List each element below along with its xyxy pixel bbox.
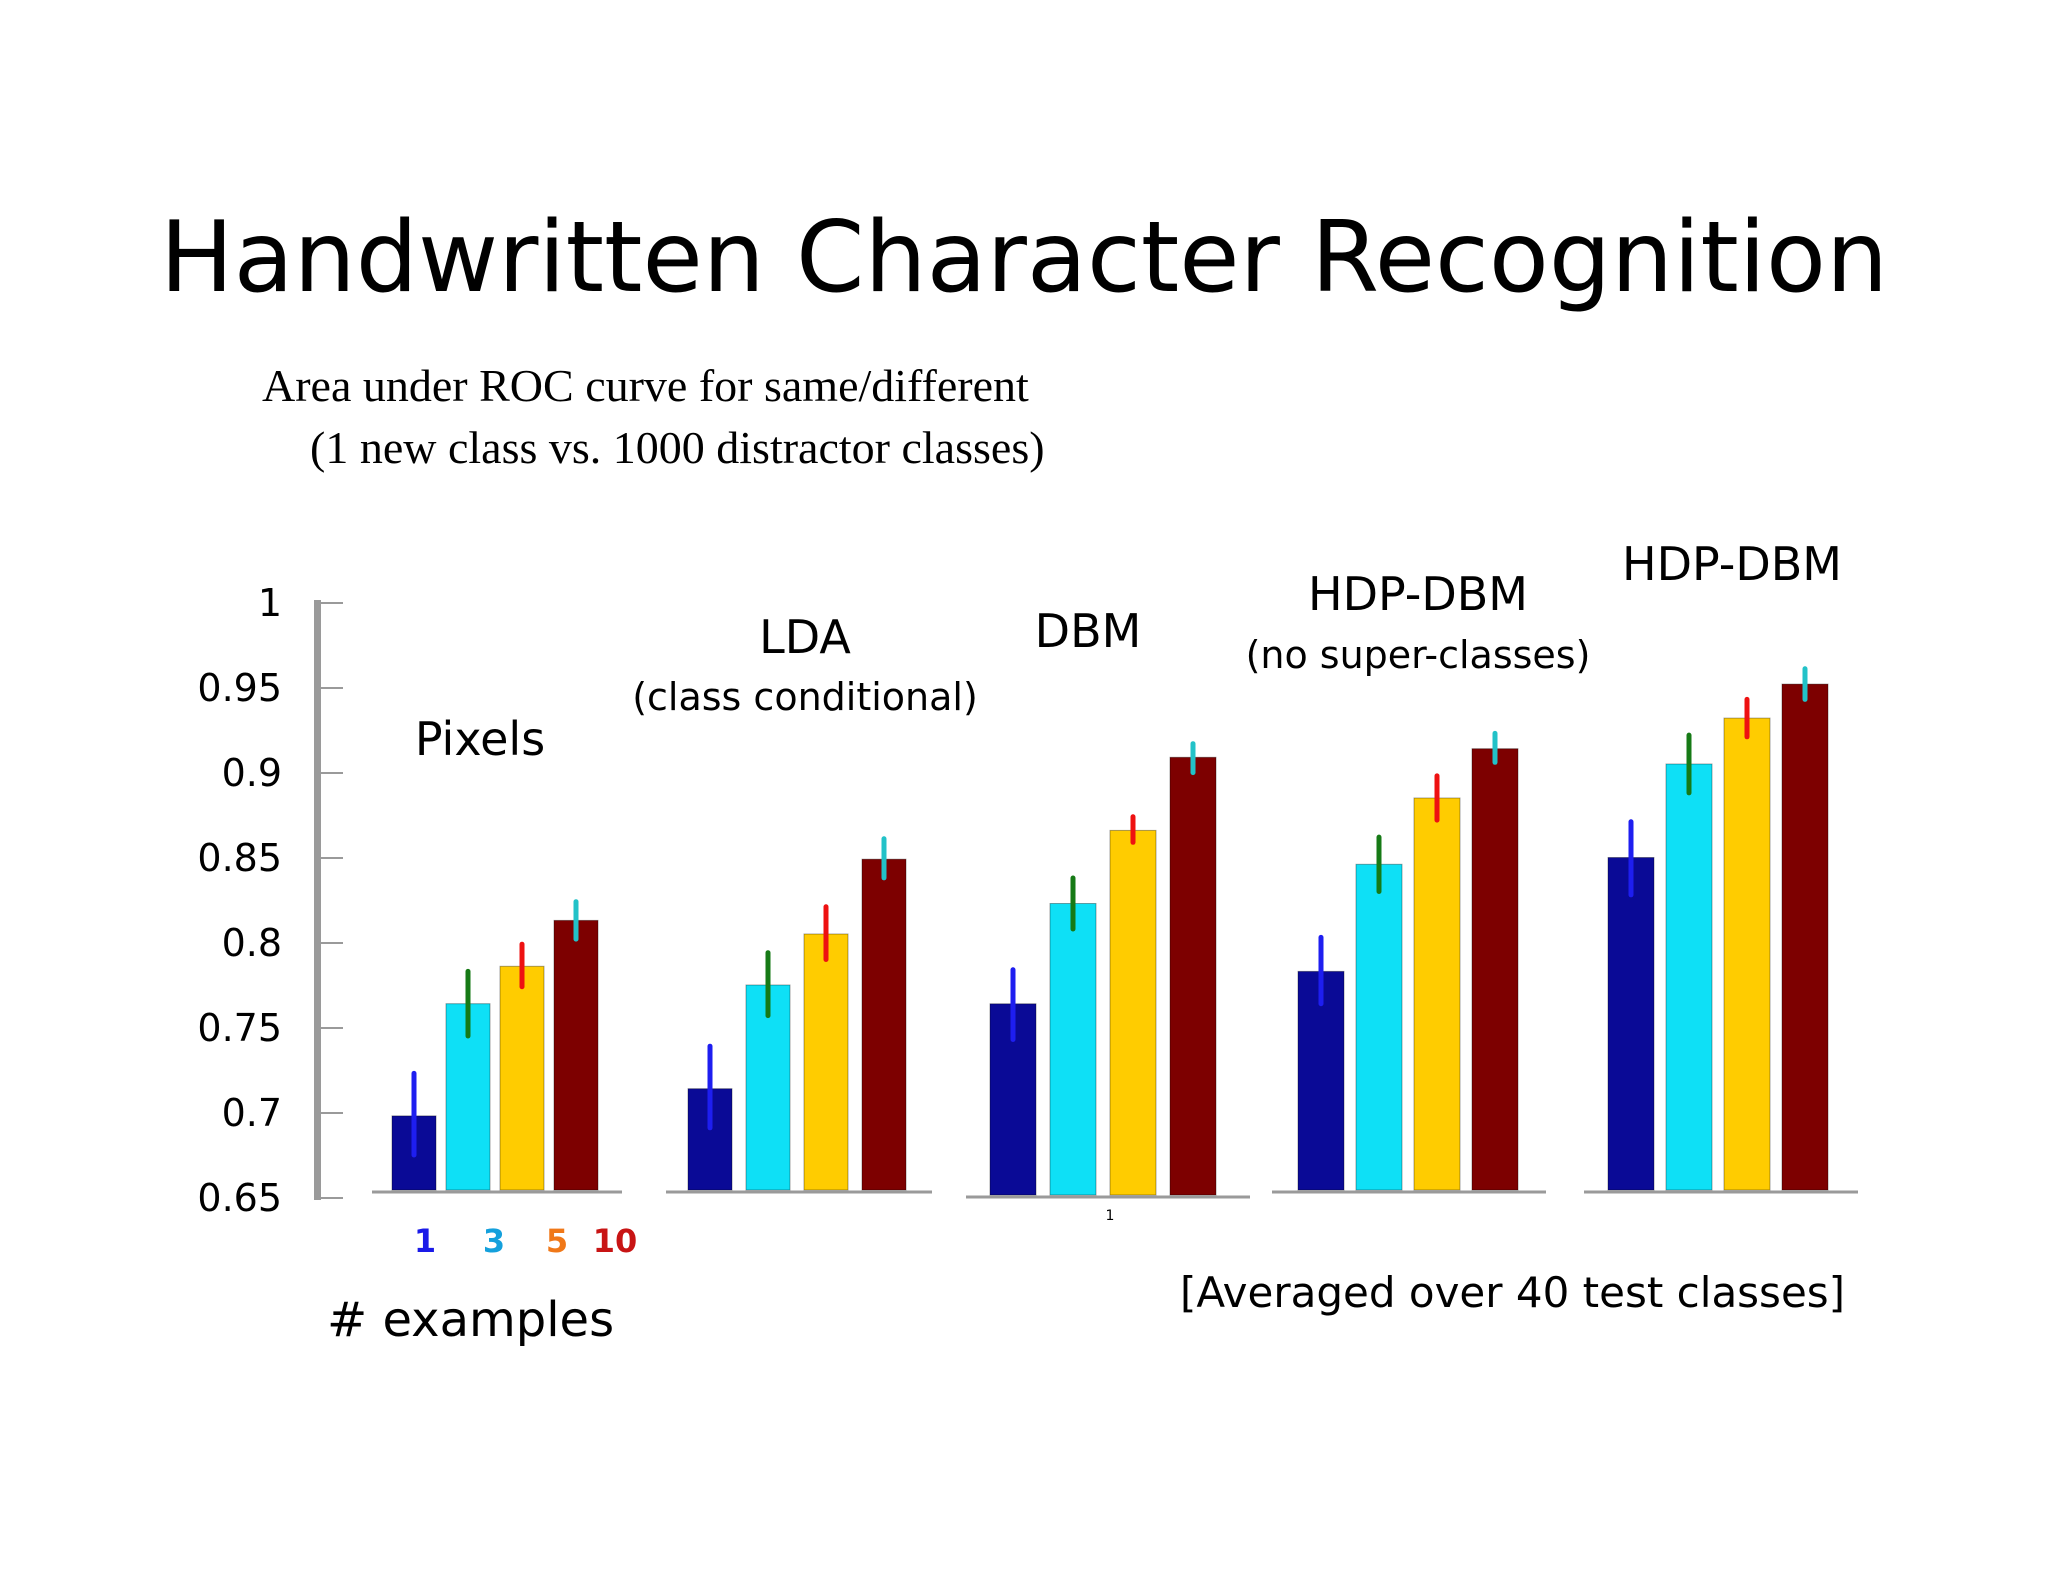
legend-label-10: 10 [593,1222,638,1260]
y-tick-label: 0.75 [197,1006,282,1050]
y-tick-label: 0.7 [222,1091,282,1135]
bar-hdp-dbm-3 [1665,763,1713,1191]
bar-lda-3 [745,984,791,1191]
group-sublabel: (class conditional) [632,675,978,719]
bar-pixels-10 [553,919,599,1191]
bar-lda-1 [687,1088,733,1191]
chart-subtitle-line-1: Area under ROC curve for same/different [262,360,1029,411]
footnote: [Averaged over 40 test classes] [1180,1268,1845,1317]
bar-dbm-10 [1169,756,1217,1196]
group-label: HDP-DBM [1308,567,1528,621]
slide-title: Handwritten Character Recognition [159,201,1889,315]
group-label: HDP-DBM [1622,537,1842,591]
bar-lda-10 [861,858,907,1191]
chart-subtitle-line-2: (1 new class vs. 1000 distractor classes… [310,422,1045,473]
legend-label-1: 1 [414,1222,436,1260]
group-label: Pixels [415,712,545,766]
y-tick-label: 0.9 [222,751,282,795]
y-tick-label: 0.95 [197,666,282,710]
bar-pixels-5 [499,965,545,1191]
bar-hdp-dbm-5 [1413,797,1461,1191]
legend-caption: # examples [327,1292,614,1348]
legend: 1 3 5 10 [414,1222,637,1260]
group-label: DBM [1035,604,1142,658]
legend-label-3: 3 [483,1222,505,1260]
y-tick-label: 0.65 [197,1176,282,1220]
group-sublabel: (no super-classes) [1246,633,1591,677]
y-axis-line [314,600,321,1200]
y-tick-label: 0.85 [197,836,282,880]
bar-hdp-dbm-5 [1723,717,1771,1191]
bar-hdp-dbm-10 [1471,748,1519,1191]
group-label: LDA [759,610,851,664]
bar-hdp-dbm-3 [1355,863,1403,1191]
bar-hdp-dbm-10 [1781,683,1829,1191]
bar-hdp-dbm-1 [1297,970,1345,1191]
bar-dbm-5 [1109,829,1157,1196]
stray-axis-tick: 1 [1106,1208,1115,1224]
bar-hdp-dbm-1 [1607,857,1655,1191]
bar-lda-5 [803,933,849,1191]
legend-label-5: 5 [546,1222,568,1260]
y-tick-label: 1 [258,581,282,625]
bar-dbm-3 [1049,903,1097,1196]
y-tick-label: 0.8 [222,921,282,965]
